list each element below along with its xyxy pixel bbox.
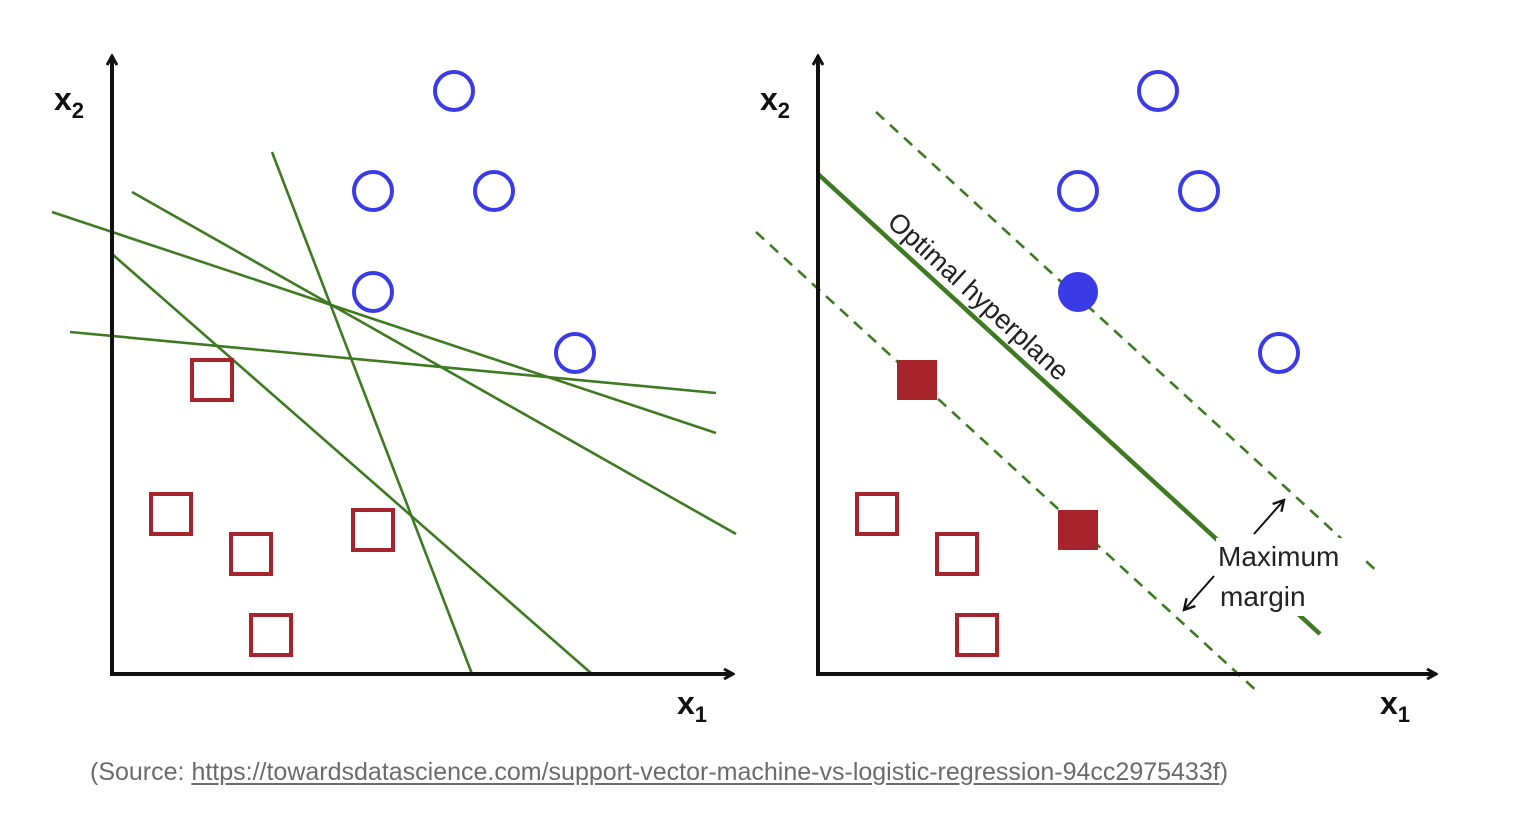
upper-margin-line <box>875 111 1381 575</box>
circle-point <box>1057 170 1099 212</box>
support-vector-square <box>1058 510 1098 550</box>
svm-comparison-figure: x2 x1 Optimal hyperplane <box>51 0 1516 727</box>
y-axis-label: x2 <box>54 81 84 123</box>
candidate-line <box>51 210 717 435</box>
candidate-line <box>270 151 474 675</box>
class-circles <box>1057 70 1300 374</box>
y-axis-label: x2 <box>760 81 790 123</box>
square-point <box>249 613 293 657</box>
square-point <box>149 492 193 536</box>
lower-margin-line <box>755 231 1261 695</box>
square-point <box>190 358 234 402</box>
circle-point <box>352 271 394 313</box>
margin-label-line1: Maximum <box>1218 541 1339 572</box>
circle-point <box>473 170 515 212</box>
square-point <box>351 508 395 552</box>
right-panel: Optimal hyperplane Maximum margin x2 x1 <box>755 56 1436 727</box>
candidate-line <box>111 253 593 675</box>
x-axis-label: x1 <box>1380 685 1410 727</box>
margin-arrow-up-icon <box>1253 500 1284 535</box>
margin-arrow-down-icon <box>1184 575 1215 610</box>
class-squares <box>855 492 999 657</box>
circle-point <box>352 170 394 212</box>
caption-prefix: (Source: <box>90 758 192 786</box>
square-point <box>855 492 899 536</box>
support-vector-square <box>897 360 937 400</box>
class-circles <box>352 70 596 374</box>
support-vector-circle <box>1058 272 1098 312</box>
margin-label-line2: margin <box>1220 581 1306 612</box>
candidate-line <box>69 330 717 395</box>
circle-point <box>554 332 596 374</box>
figure-caption: (Source: https://towardsdatascience.com/… <box>90 758 1228 787</box>
margin-label-background <box>1216 538 1364 616</box>
square-point <box>229 532 273 576</box>
circle-point <box>1137 70 1179 112</box>
hyperplane-label: Optimal hyperplane <box>882 206 1075 386</box>
caption-suffix: ) <box>1219 758 1229 786</box>
candidate-lines <box>51 151 737 675</box>
circle-point <box>1178 170 1220 212</box>
candidate-line <box>131 190 737 536</box>
x-axis-label: x1 <box>677 685 707 727</box>
circle-point <box>433 70 475 112</box>
left-panel: x2 x1 <box>51 56 737 727</box>
square-point <box>935 532 979 576</box>
class-squares <box>149 358 395 657</box>
source-link[interactable]: https://towardsdatascience.com/support-v… <box>191 758 1220 786</box>
square-point <box>955 613 999 657</box>
circle-point <box>1258 332 1300 374</box>
